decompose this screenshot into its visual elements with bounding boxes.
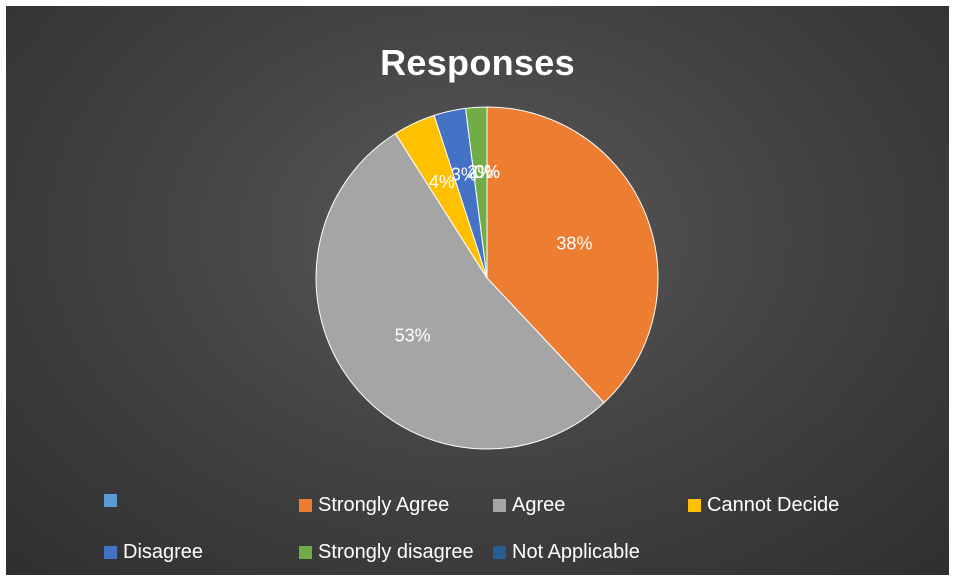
legend-swatch <box>688 499 701 512</box>
data-label-agree: 53% <box>395 326 431 346</box>
pie-slice-strongly-agree <box>486 106 659 404</box>
legend-item-agree: Agree <box>493 494 565 517</box>
data-label-blank: 0% <box>474 162 500 182</box>
legend-label: Disagree <box>123 541 204 563</box>
legend-label: Cannot Decide <box>707 494 840 516</box>
legend-item-strongly-disagree: Strongly disagree <box>299 541 474 564</box>
legend-swatch <box>104 494 117 507</box>
chart-title: Responses <box>380 42 575 83</box>
legend-label: Strongly Agree <box>318 494 450 516</box>
legend-label: Not Applicable <box>512 541 640 563</box>
data-label-cannot-decide: 4% <box>429 172 455 192</box>
legend-label: Strongly disagree <box>318 541 474 563</box>
data-label-strongly-agree: 38% <box>556 233 592 253</box>
legend-item-cannot-decide: Cannot Decide <box>688 494 839 517</box>
data-label-not-applicable: 0% <box>474 162 500 182</box>
legend-swatch <box>104 546 117 559</box>
legend-item-disagree: Disagree <box>104 541 203 564</box>
legend-item-strongly-agree: Strongly Agree <box>299 494 449 517</box>
pie-slice-agree <box>315 132 605 450</box>
legend-item-not-applicable: Not Applicable <box>493 541 640 564</box>
legend-label: Agree <box>512 494 566 516</box>
pie-chart: 0%38%53%4%3%2%0% <box>315 106 659 450</box>
chart-area: Responses 0% 38% 53% 4% 3% 2% 0% Strongly Agre… <box>6 6 949 575</box>
pie-slice-strongly-disagree <box>465 106 488 279</box>
legend-swatch <box>493 546 506 559</box>
legend-swatch <box>299 546 312 559</box>
legend-swatch <box>493 499 506 512</box>
data-label-disagree: 3% <box>451 165 477 185</box>
legend-swatch <box>299 499 312 512</box>
legend-item-blank <box>104 494 123 507</box>
data-label-strongly-disagree: 2% <box>467 162 493 182</box>
